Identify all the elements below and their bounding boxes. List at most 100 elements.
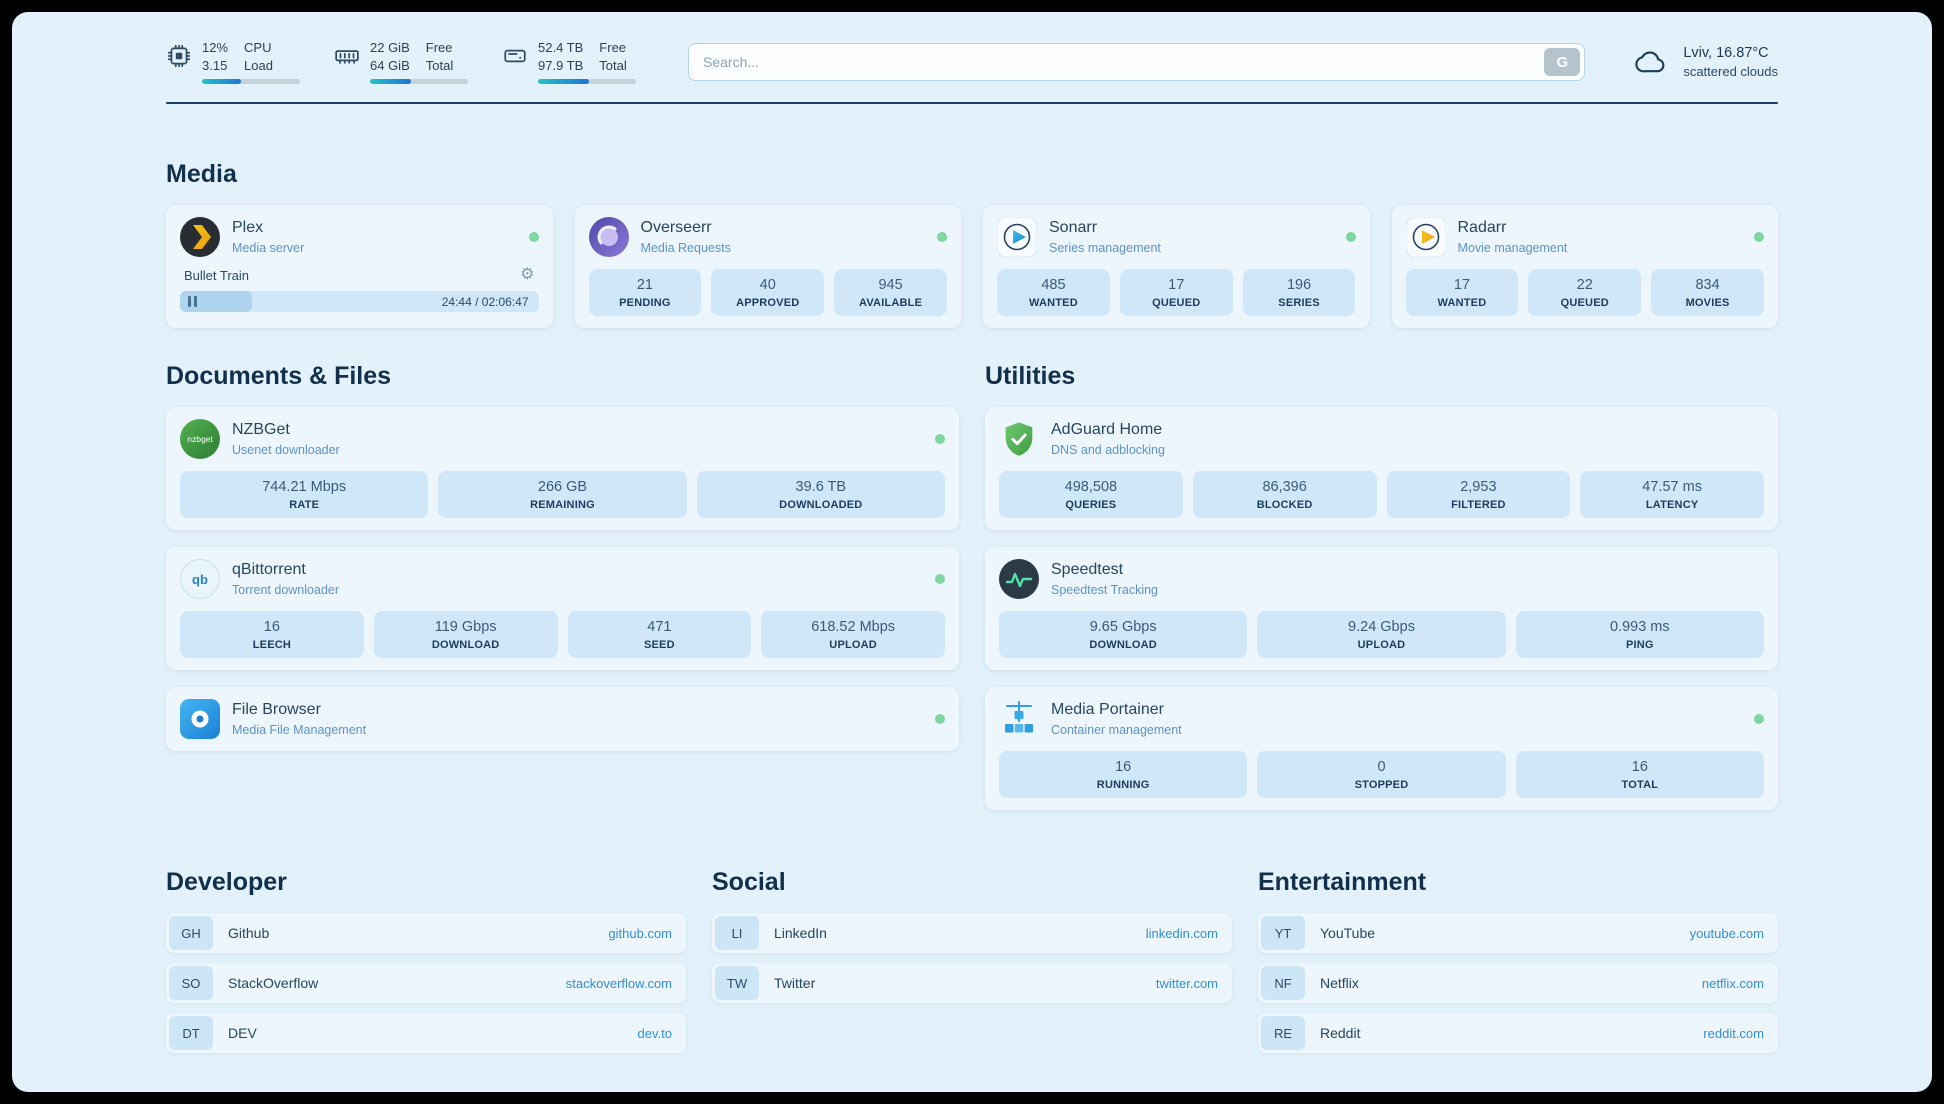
stat-value: 17 [1168, 277, 1185, 293]
gear-icon[interactable]: ⚙ [520, 266, 535, 283]
plex-card[interactable]: Plex Media server Bullet Train ⚙ 24:44 /… [166, 205, 553, 328]
stat-label: STOPPED [1354, 779, 1409, 791]
adguard-card[interactable]: AdGuard Home DNS and adblocking 498,508 … [985, 407, 1778, 530]
disk-progress-track [538, 79, 636, 84]
app-name: File Browser [232, 701, 321, 718]
entertainment-section-title: Entertainment [1258, 868, 1427, 896]
stat-upload: 9.24 Gbps UPLOAD [1257, 611, 1506, 658]
bookmark-netflix[interactable]: NF Netflix netflix.com [1258, 963, 1778, 1003]
linkedin-icon: LI [715, 916, 759, 950]
stat-label: BLOCKED [1256, 499, 1313, 511]
stat-value: 47.57 ms [1642, 479, 1702, 495]
bookmark-link: twitter.com [1155, 975, 1218, 991]
bookmark-linkedin[interactable]: LI LinkedIn linkedin.com [712, 913, 1232, 953]
bookmark-github[interactable]: GH Github github.com [166, 913, 686, 953]
speedtest-card[interactable]: Speedtest Speedtest Tracking 9.65 Gbps D… [985, 547, 1778, 670]
disk-value-free: 52.4 TB [538, 40, 584, 55]
cpu-values: 12% 3.15 [202, 40, 228, 73]
cpu-labels: CPU Load [244, 40, 273, 73]
stat-value: 17 [1453, 277, 1470, 293]
stat-value: 39.6 TB [795, 479, 847, 495]
stat-label: FILTERED [1451, 499, 1506, 511]
bookmark-link: dev.to [637, 1025, 672, 1041]
stat-label: TOTAL [1621, 779, 1659, 791]
stat-label: QUEUED [1152, 297, 1201, 309]
bookmark-twitter[interactable]: TW Twitter twitter.com [712, 963, 1232, 1003]
disk-labels: Free Total [599, 40, 626, 73]
stat-label: PENDING [619, 297, 671, 309]
developer-section: Developer GH Github github.com SO StackO… [166, 868, 686, 1053]
stat-value: 16 [1631, 759, 1648, 775]
stat-available: 945 AVAILABLE [834, 269, 947, 316]
reddit-icon: RE [1261, 1016, 1305, 1050]
cpu-progress-fill [202, 79, 242, 84]
sonarr-card[interactable]: Sonarr Series management 485 WANTED 17 Q… [983, 205, 1370, 328]
app-name: qBittorrent [232, 561, 306, 578]
stat-label: SEED [643, 639, 675, 651]
stat-running: 16 RUNNING [999, 751, 1248, 798]
bookmark-dev[interactable]: DT DEV dev.to [166, 1013, 686, 1053]
stat-label: REMAINING [530, 499, 595, 511]
ram-label-2: Total [425, 58, 454, 73]
radarr-card[interactable]: Radarr Movie management 17 WANTED 22 QUE… [1391, 205, 1778, 328]
nzbget-card[interactable]: nzbget NZBGet Usenet downloader 74 [166, 407, 959, 530]
portainer-card[interactable]: Media Portainer Container management 16 … [985, 687, 1778, 810]
stat-label: LEECH [252, 639, 292, 651]
stat-value: 945 [878, 277, 903, 293]
bookmark-name: Netflix [1320, 975, 1359, 991]
weather-condition: scattered clouds [1683, 64, 1778, 79]
status-dot [937, 232, 947, 242]
bookmark-stackoverflow[interactable]: SO StackOverflow stackoverflow.com [166, 963, 686, 1003]
app-subtitle: Movie management [1457, 241, 1568, 255]
utilities-section-title: Utilities [985, 362, 1076, 390]
stat-label: RATE [289, 499, 320, 511]
ram-labels: Free Total [426, 40, 453, 73]
cpu-value-load: 3.15 [202, 58, 228, 73]
stackoverflow-icon: SO [169, 966, 213, 1000]
bookmark-link: youtube.com [1689, 925, 1764, 941]
ram-icon [334, 43, 360, 69]
topbar-divider [166, 102, 1778, 104]
bookmark-reddit[interactable]: RE Reddit reddit.com [1258, 1013, 1778, 1053]
app-name: Radarr [1457, 219, 1507, 236]
weather-widget[interactable]: Lviv, 16.87°C scattered clouds [1631, 45, 1778, 79]
system-metrics: 12% 3.15 CPU Load [166, 40, 636, 84]
disk-value-total: 97.9 TB [538, 58, 584, 73]
stat-value: 86,396 [1262, 479, 1307, 495]
stat-upload: 618.52 Mbps UPLOAD [761, 611, 945, 658]
stat-value: 2,953 [1460, 479, 1497, 495]
bookmark-name: LinkedIn [774, 925, 827, 941]
cpu-label-1: CPU [244, 40, 272, 55]
status-dot [935, 574, 945, 584]
search-input[interactable] [688, 43, 1586, 81]
stat-value: 485 [1041, 277, 1066, 293]
disk-values: 52.4 TB 97.9 TB [538, 40, 583, 73]
dev-icon: DT [169, 1016, 213, 1050]
status-dot [1345, 232, 1356, 242]
speedtest-icon [999, 559, 1039, 599]
stat-value: 744.21 Mbps [262, 479, 347, 495]
status-dot [1754, 714, 1764, 724]
search-engine-button[interactable]: G [1544, 48, 1581, 76]
status-dot [935, 714, 945, 724]
stat-filtered: 2,953 FILTERED [1386, 471, 1571, 518]
filebrowser-card[interactable]: File Browser Media File Management [166, 687, 959, 751]
overseerr-card[interactable]: Overseerr Media Requests 21 PENDING 40 A… [574, 205, 961, 328]
pause-icon[interactable] [188, 296, 197, 307]
media-section-title: Media [166, 160, 237, 188]
playback-progress-bar[interactable]: 24:44 / 02:06:47 [180, 291, 539, 312]
stat-value: 16 [1115, 759, 1132, 775]
adguard-icon [999, 419, 1039, 459]
qbittorrent-card[interactable]: qb qBittorrent Torrent downloader [166, 547, 959, 670]
stat-label: APPROVED [736, 297, 800, 309]
bookmark-youtube[interactable]: YT YouTube youtube.com [1258, 913, 1778, 953]
bookmark-link: linkedin.com [1145, 925, 1218, 941]
app-name: Sonarr [1049, 219, 1098, 236]
app-subtitle: Torrent downloader [232, 583, 340, 597]
playback-time: 24:44 / 02:06:47 [441, 295, 529, 309]
stat-downloaded: 39.6 TB DOWNLOADED [696, 471, 945, 518]
status-dot [528, 232, 539, 242]
stat-stopped: 0 STOPPED [1257, 751, 1506, 798]
disk-metric: 52.4 TB 97.9 TB Free Total [502, 40, 636, 84]
filebrowser-icon [180, 699, 220, 739]
